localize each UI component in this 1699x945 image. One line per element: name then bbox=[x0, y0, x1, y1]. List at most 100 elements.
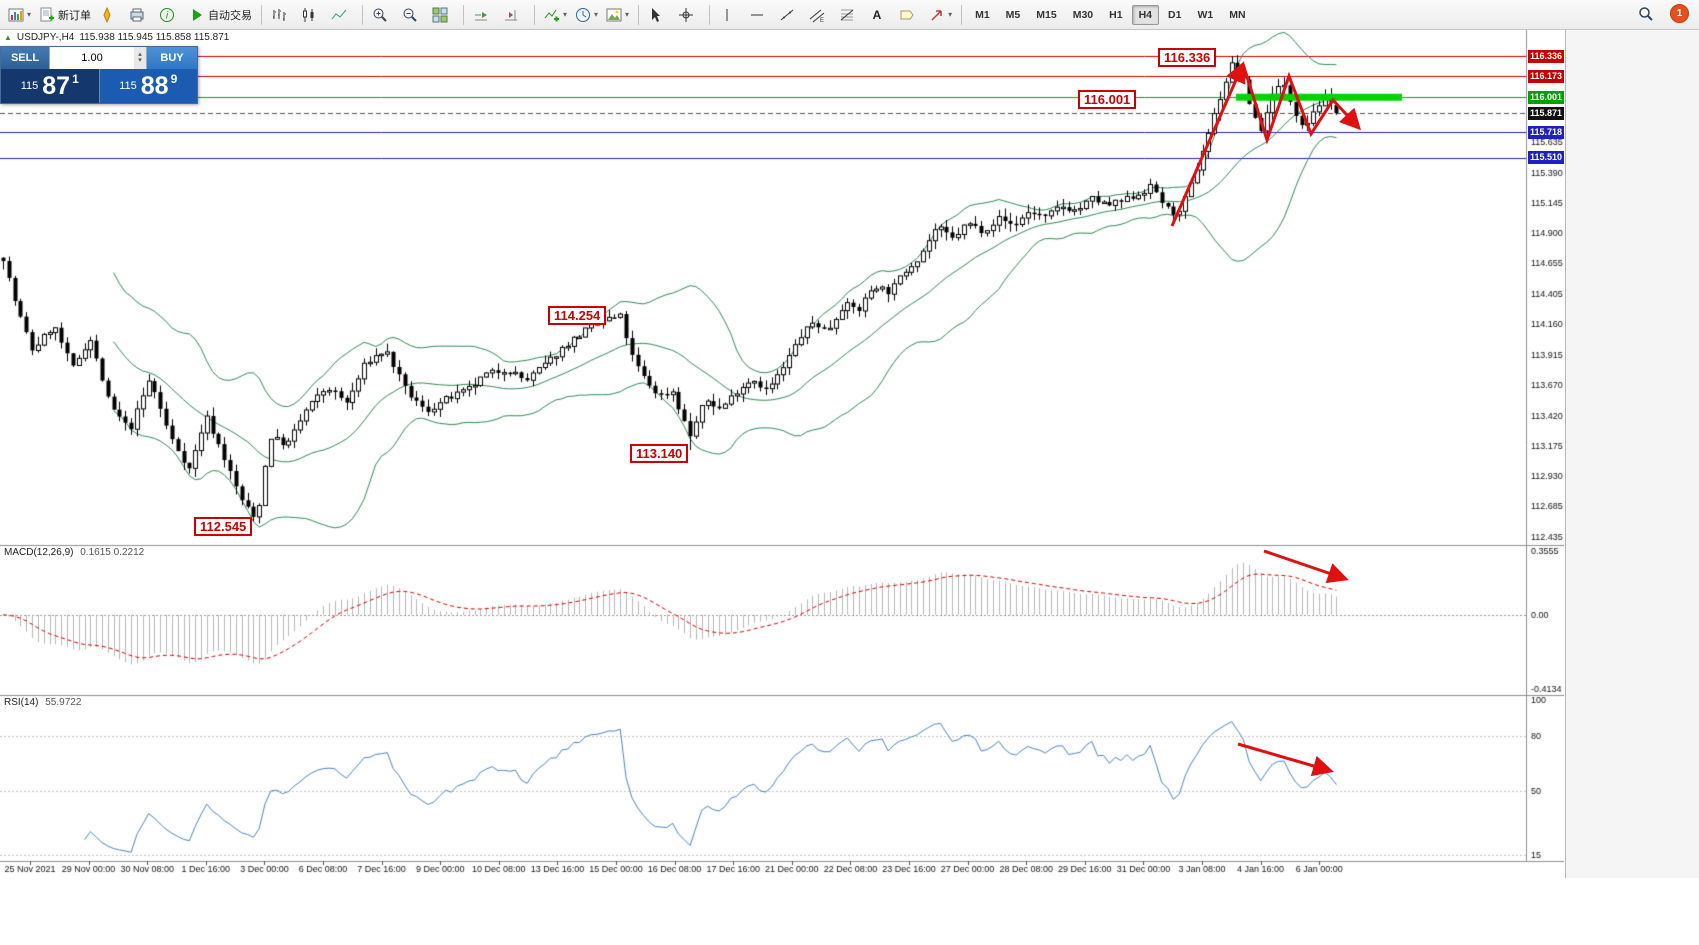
volume-control: ▴ ▾ bbox=[49, 47, 147, 69]
rsi-down-arrow[interactable] bbox=[1237, 742, 1334, 777]
auto-scroll-icon bbox=[473, 7, 489, 23]
vertical-line-button[interactable] bbox=[715, 3, 745, 27]
timeframe-m1-button[interactable]: M1 bbox=[975, 8, 990, 21]
fibo-icon bbox=[839, 7, 855, 23]
arrow-obj-icon bbox=[929, 7, 945, 23]
auto-trading-button[interactable]: 自动交易 bbox=[185, 3, 256, 27]
compass-icon bbox=[99, 6, 115, 23]
periods-dropdown-icon[interactable]: ▾ bbox=[594, 10, 599, 19]
svg-text:E: E bbox=[820, 18, 824, 23]
chart-title: ▲ USDJPY-,H4 115.938 115.945 115.858 115… bbox=[4, 32, 229, 43]
fibonacci-button[interactable] bbox=[835, 3, 865, 27]
volume-spinner: ▴ ▾ bbox=[134, 47, 146, 69]
rsi-name: RSI(14) bbox=[4, 697, 39, 708]
sell-button[interactable]: SELL bbox=[1, 47, 49, 69]
chart-add-icon bbox=[8, 7, 24, 23]
arrow-objects-button[interactable]: ▾ bbox=[925, 3, 956, 27]
data-window-button[interactable]: i bbox=[155, 3, 185, 27]
indicator-plus-icon bbox=[544, 7, 560, 23]
equidistant-channel-button[interactable]: E bbox=[805, 3, 835, 27]
templates-dropdown-icon[interactable]: ▾ bbox=[625, 10, 630, 19]
chart-annotation-116.336[interactable]: 116.336 bbox=[1158, 48, 1217, 67]
volume-down-button[interactable]: ▾ bbox=[138, 57, 142, 64]
timeframe-mn-button[interactable]: MN bbox=[1229, 8, 1246, 21]
buy-button[interactable]: BUY bbox=[147, 47, 197, 69]
zoom-out-icon bbox=[402, 7, 418, 23]
tile-windows-button[interactable] bbox=[428, 3, 458, 27]
new-chart-button[interactable]: ▾ bbox=[4, 3, 35, 27]
chart-symbol-icon: ▲ bbox=[4, 33, 12, 42]
zigzag-projection-arrow[interactable] bbox=[1241, 63, 1362, 145]
templates-button[interactable]: ▾ bbox=[602, 3, 633, 27]
candlestick-mode-button[interactable] bbox=[297, 3, 327, 27]
rsi-indicator-label: RSI(14) 55.9722 bbox=[4, 697, 81, 708]
new-order-label: 新订单 bbox=[58, 9, 92, 22]
auto-trading-label: 自动交易 bbox=[208, 9, 253, 22]
timeframe-m5-button[interactable]: M5 bbox=[1005, 8, 1021, 21]
chart-annotation-113.140[interactable]: 113.140 bbox=[630, 444, 689, 463]
zoom-in-button[interactable] bbox=[368, 3, 398, 27]
rally-up-arrow[interactable] bbox=[1170, 61, 1246, 227]
horizontal-line-button[interactable] bbox=[745, 3, 775, 27]
price-tag-115.510: 115.510 bbox=[1528, 151, 1564, 165]
svg-text:i: i bbox=[166, 10, 169, 21]
trendline-button[interactable] bbox=[775, 3, 805, 27]
new-chart-dropdown-icon[interactable]: ▾ bbox=[27, 10, 32, 19]
crosshair-button[interactable] bbox=[674, 3, 704, 27]
svg-text:A: A bbox=[873, 8, 882, 22]
toolbar-separator bbox=[961, 4, 963, 25]
play-icon bbox=[189, 7, 205, 23]
timeframe-w1-button[interactable]: W1 bbox=[1197, 8, 1214, 21]
sell-price-big: 87 bbox=[42, 72, 71, 100]
line-chart-mode-button[interactable] bbox=[327, 3, 357, 27]
buy-price-sup: 9 bbox=[170, 72, 178, 86]
market-watch-button[interactable] bbox=[95, 3, 125, 27]
template-icon bbox=[606, 7, 622, 23]
sell-price-prefix: 115 bbox=[20, 80, 39, 92]
price-chart-canvas[interactable] bbox=[0, 30, 1564, 878]
text-tool-button[interactable]: A bbox=[865, 3, 895, 27]
buy-price-button[interactable]: 115 88 9 bbox=[99, 69, 197, 103]
chart-annotation-112.545[interactable]: 112.545 bbox=[194, 517, 253, 536]
chart-annotation-114.254[interactable]: 114.254 bbox=[548, 306, 607, 325]
chart-shift-icon bbox=[503, 7, 519, 23]
sell-price-button[interactable]: 115 87 1 bbox=[1, 69, 100, 103]
timeframe-h1-button[interactable]: H1 bbox=[1109, 8, 1123, 21]
chart-window: ▲ USDJPY-,H4 115.938 115.945 115.858 115… bbox=[0, 30, 1565, 878]
label-icon bbox=[899, 7, 915, 23]
one-click-trading-panel: SELL ▴ ▾ BUY 115 87 1 115 88 9 bbox=[0, 46, 198, 104]
volume-up-button[interactable]: ▴ bbox=[138, 51, 142, 58]
chart-shift-button[interactable] bbox=[499, 3, 529, 27]
timeframe-d1-button[interactable]: D1 bbox=[1168, 8, 1182, 21]
doc-plus-icon bbox=[39, 7, 55, 23]
new-order-button[interactable]: 新订单 bbox=[35, 3, 95, 27]
bar-chart-mode-button[interactable] bbox=[267, 3, 297, 27]
macd-down-arrow[interactable] bbox=[1263, 549, 1349, 584]
notification-badge[interactable]: 1 bbox=[1670, 4, 1689, 23]
price-tag-115.718: 115.718 bbox=[1528, 125, 1564, 139]
sell-price-sup: 1 bbox=[72, 72, 79, 86]
price-tag-116.173: 116.173 bbox=[1528, 69, 1564, 83]
rsi-values: 55.9722 bbox=[45, 697, 82, 708]
label-tool-button[interactable] bbox=[895, 3, 925, 27]
print-button[interactable] bbox=[125, 3, 155, 27]
main-toolbar: ▾ 新订单 i 自动交易 ▾ ▾ ▾ E A ▾ M1 M5 M15 M30 H1 H4 D1 W1 MN 1 bbox=[0, 0, 1699, 30]
cursor-button[interactable] bbox=[644, 3, 674, 27]
toolbar-separator bbox=[534, 4, 536, 25]
price-tag-116.001: 116.001 bbox=[1528, 90, 1564, 104]
search-icon[interactable] bbox=[1638, 6, 1654, 22]
chart-annotation-116.001[interactable]: 116.001 bbox=[1078, 90, 1137, 109]
arrow-objects-dropdown-icon[interactable]: ▾ bbox=[948, 10, 953, 19]
timeframe-h4-button[interactable]: H4 bbox=[1131, 4, 1160, 25]
indicators-dropdown-icon[interactable]: ▾ bbox=[563, 10, 568, 19]
volume-input[interactable] bbox=[50, 47, 134, 69]
toolbar-separator bbox=[362, 4, 364, 25]
indicators-button[interactable]: ▾ bbox=[540, 3, 571, 27]
zoom-out-button[interactable] bbox=[398, 3, 428, 27]
auto-scroll-button[interactable] bbox=[469, 3, 499, 27]
periods-button[interactable]: ▾ bbox=[571, 3, 602, 27]
timeframe-m30-button[interactable]: M30 bbox=[1072, 8, 1094, 21]
workspace-empty-area bbox=[1565, 30, 1699, 878]
price-tag-115.871: 115.871 bbox=[1528, 106, 1564, 120]
timeframe-m15-button[interactable]: M15 bbox=[1036, 8, 1057, 21]
